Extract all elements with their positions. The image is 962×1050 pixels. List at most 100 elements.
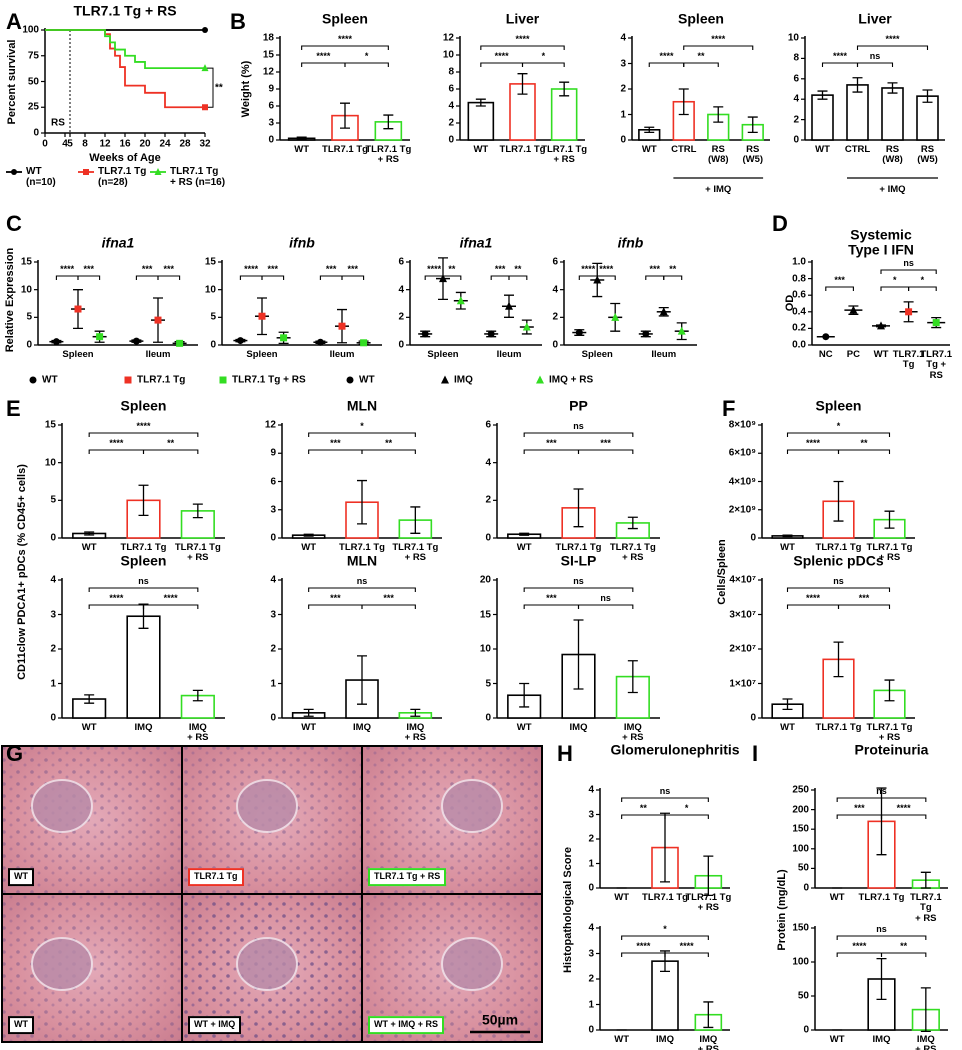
y-tick-label: 0 <box>210 339 216 351</box>
significance-label: * <box>920 275 925 286</box>
group-label: + IMQ <box>879 183 906 195</box>
panel-letter: E <box>6 396 21 421</box>
x-tick-label: Spleen <box>62 349 94 360</box>
significance-label: *** <box>83 264 95 275</box>
significance-label: **** <box>832 51 848 62</box>
y-tick-label: 2 <box>588 973 594 985</box>
y-tick-label: 4 <box>588 922 594 934</box>
y-tick-label: 6×10⁹ <box>728 447 756 459</box>
x-tick-label: WT <box>873 349 889 360</box>
significance-bracket <box>239 275 263 280</box>
significance-label: ns <box>659 786 671 797</box>
significance-label: **** <box>316 51 331 62</box>
legend-label: WT <box>359 374 375 386</box>
y-tick-label: 5 <box>26 311 32 323</box>
panel-letter: C <box>6 211 22 236</box>
chart-title: MLN <box>346 552 378 569</box>
x-tick-label: TLR7.1 Tg + RS <box>365 144 412 166</box>
marker <box>642 330 650 338</box>
significance-label: ** <box>448 264 456 275</box>
marker <box>346 376 354 384</box>
x-tick-label: RS (W5) <box>742 144 764 166</box>
error-bar <box>84 531 95 536</box>
x-tick-label: TLR7.1 Tg <box>815 542 862 553</box>
y-tick-label: 0.6 <box>792 289 806 301</box>
error-bar <box>678 88 689 116</box>
significance-bracket <box>621 952 666 957</box>
significance-label: *** <box>141 264 153 275</box>
significance-label: *** <box>494 264 506 275</box>
y-tick-label: 2 <box>485 494 491 506</box>
marker <box>202 104 208 111</box>
x-tick-label: TLR7.1 Tg + RS <box>609 542 656 564</box>
significance-label: *** <box>600 438 611 449</box>
x-tick-label: TLR7.1 Tg + RS <box>685 892 732 914</box>
marker <box>522 322 531 331</box>
significance-label: * <box>360 421 364 432</box>
error-bar <box>519 682 530 708</box>
y-tick-label: 4×10⁷ <box>729 574 756 586</box>
y-axis-label: CD11clow PDCA1+ pDCs (% CD45+ cells) <box>15 464 28 680</box>
significance-bracket <box>308 604 363 609</box>
marker <box>822 333 830 341</box>
y-axis-label: Relative Expression <box>3 247 16 353</box>
y-axis-label: Protein (mg/dL) <box>775 869 788 951</box>
significance-label: ns <box>356 576 368 587</box>
y-tick-label: 0.8 <box>792 273 806 285</box>
significance-label: **** <box>805 438 821 449</box>
y-tick-label: 5 <box>485 678 491 689</box>
y-tick-label: 75 <box>27 50 39 62</box>
significance-label: ** <box>385 438 393 449</box>
y-tick-label: 15 <box>20 256 32 268</box>
y-tick-label: 0 <box>803 882 809 894</box>
error-bar <box>296 136 307 141</box>
y-axis-label: Histopathological Score <box>561 847 574 973</box>
panel-letter: D <box>772 211 788 236</box>
significance-label: **** <box>599 264 614 275</box>
significance-bracket <box>88 449 145 454</box>
marker <box>11 169 17 175</box>
x-tick-label: TLR7.1 Tg + RS <box>392 542 439 564</box>
significance-label: **** <box>244 264 259 275</box>
y-tick-label: 6 <box>270 476 276 487</box>
x-tick-label: WT <box>815 144 830 155</box>
y-tick-label: 4 <box>588 784 594 796</box>
significance-bracket <box>880 269 937 274</box>
significance-bracket <box>88 587 199 592</box>
significance-bracket <box>523 432 634 437</box>
marker <box>280 334 288 342</box>
significance-bracket <box>523 449 580 454</box>
y-tick-label: 0 <box>50 712 56 724</box>
error-bar <box>782 698 793 711</box>
error-bar <box>303 533 314 537</box>
significance-bracket <box>664 814 709 819</box>
image-caption: WT + IMQ + RS <box>368 1016 445 1034</box>
error-bar <box>475 98 486 107</box>
x-tick-label: TLR7.1 Tg <box>555 542 602 553</box>
y-tick-label: 4×10⁹ <box>728 476 756 487</box>
y-tick-label: 3 <box>588 948 594 959</box>
bar <box>467 101 495 141</box>
significance-bracket <box>856 62 894 67</box>
marker <box>441 375 449 384</box>
significance-bracket <box>664 952 709 957</box>
significance-bracket <box>621 935 709 940</box>
y-tick-label: 12 <box>442 32 454 44</box>
marker <box>575 329 583 337</box>
x-tick-label: WT <box>780 542 795 553</box>
glomerulus <box>441 779 503 833</box>
significance-label: **** <box>896 803 911 814</box>
significance-bracket <box>77 275 101 280</box>
error-bar <box>887 82 898 94</box>
x-tick-label: WT <box>614 892 630 903</box>
significance-bracket <box>836 952 883 957</box>
x-tick-label: CTRL <box>844 144 871 155</box>
significance-bracket <box>480 45 565 50</box>
y-tick-label: 1 <box>270 678 276 689</box>
y-tick-label: 15 <box>204 256 216 268</box>
significance-bracket <box>308 587 416 592</box>
x-tick-label: IMQ + RS <box>622 722 644 744</box>
y-tick-label: 2 <box>588 833 594 845</box>
x-tick-label: WT <box>829 892 845 903</box>
marker <box>124 376 132 384</box>
